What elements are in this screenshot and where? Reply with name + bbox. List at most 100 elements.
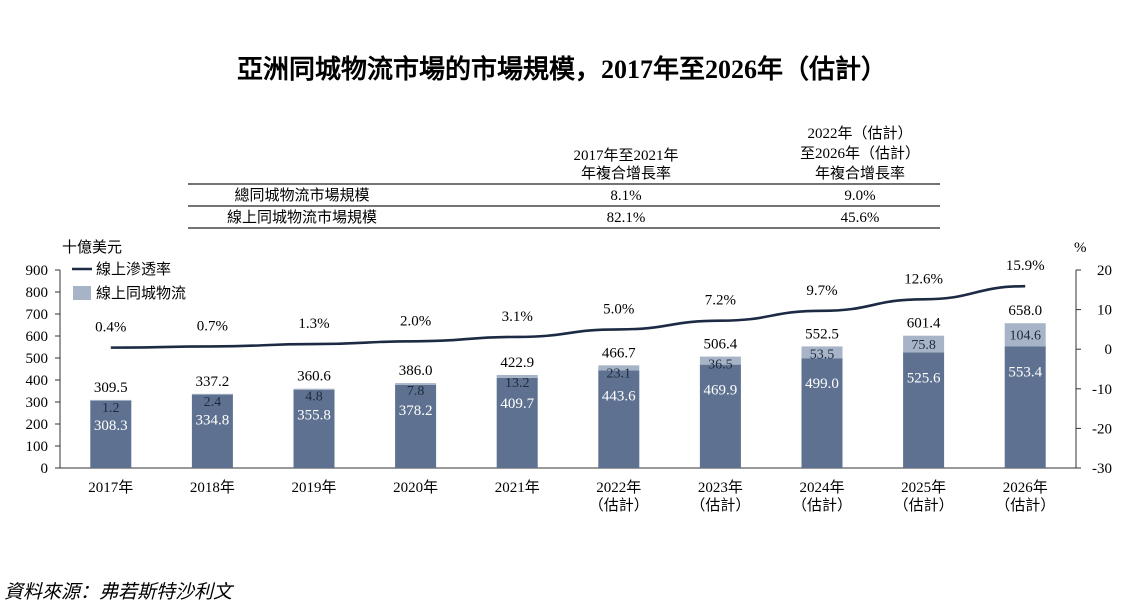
offline-value-label: 334.8 xyxy=(196,412,230,428)
x-tick-label-year: 2020年 xyxy=(393,479,438,496)
bar-offline-segment xyxy=(293,389,335,468)
bar-offline-segment xyxy=(699,364,741,468)
x-tick-label-year: 2022年 xyxy=(596,479,641,496)
cagr-header-2-line-2: 至2026年（估計） xyxy=(800,145,920,162)
right-tick-label: -30 xyxy=(1092,461,1112,477)
total-value-label: 658.0 xyxy=(1008,303,1042,319)
online-value-label: 75.8 xyxy=(911,338,936,353)
cagr-header-2-line-3: 年複合增長率 xyxy=(815,165,905,182)
cagr-row-1-label: 總同城物流市場規模 xyxy=(234,186,369,204)
right-tick-label: -10 xyxy=(1092,382,1112,398)
online-value-label: 36.5 xyxy=(708,358,733,373)
bar-offline-segment xyxy=(598,370,640,468)
online-value-label: 7.8 xyxy=(407,384,425,399)
offline-value-label: 443.6 xyxy=(602,388,636,404)
bar-labels: 308.3 1.2 309.5 334.8 2.4 337.2 355.8 4.8 360.6 3… xyxy=(94,303,1043,434)
online-value-label: 13.2 xyxy=(505,376,530,391)
total-value-label: 360.6 xyxy=(297,369,331,385)
penetration-value-label: 9.7% xyxy=(806,283,837,299)
offline-value-label: 378.2 xyxy=(399,403,433,419)
right-axis-ticks: -30 -20 -10 0 10 20 xyxy=(1076,263,1112,477)
left-tick-label: 800 xyxy=(26,285,49,301)
x-tick-label-note: （估計） xyxy=(995,497,1055,514)
right-tick-label: 20 xyxy=(1097,263,1112,279)
cagr-row-2-label: 線上同城物流市場規模 xyxy=(227,209,377,226)
x-axis-labels: 2017年 2018年 2019年 2020年 2021年 2022年（估計）2023年（… xyxy=(88,479,1055,514)
offline-value-label: 553.4 xyxy=(1008,364,1042,380)
penetration-line xyxy=(110,284,1026,349)
bar-online-segment xyxy=(1004,323,1046,347)
total-value-label: 506.4 xyxy=(704,337,738,353)
online-value-label: 4.8 xyxy=(305,390,323,405)
bar-offline-segment xyxy=(90,400,132,468)
source-note: 資料來源：弗若斯特沙利文 xyxy=(4,581,235,603)
right-tick-label: 10 xyxy=(1097,303,1112,319)
left-tick-label: 100 xyxy=(26,439,49,455)
legend: 線上滲透率 線上同城物流 xyxy=(72,261,186,302)
bar-offline-segment xyxy=(1004,346,1046,468)
offline-value-label: 525.6 xyxy=(907,370,941,386)
left-tick-label: 500 xyxy=(26,351,49,367)
bar-online-segment xyxy=(496,374,538,378)
total-value-label: 422.9 xyxy=(500,355,534,371)
bar-online-segment xyxy=(90,399,132,401)
total-value-label: 337.2 xyxy=(196,374,230,390)
legend-line-label: 線上滲透率 xyxy=(96,261,171,278)
offline-value-label: 469.9 xyxy=(704,383,738,399)
chart-title: 亞洲同城物流市場的市場規模，2017年至2026年（估計） xyxy=(237,54,887,84)
cagr-header-1-line-2: 年複合增長率 xyxy=(581,165,671,182)
total-value-label: 386.0 xyxy=(399,363,433,379)
bar-online-segment xyxy=(598,365,640,371)
online-value-label: 53.5 xyxy=(810,347,835,362)
x-tick-label-year: 2017年 xyxy=(88,479,133,496)
x-tick-label-year: 2023年 xyxy=(698,479,743,496)
online-value-label: 23.1 xyxy=(607,366,632,381)
right-tick-label: -20 xyxy=(1092,421,1112,437)
online-value-label: 2.4 xyxy=(204,395,222,410)
right-tick-label: 0 xyxy=(1105,342,1113,358)
bar-online-segment xyxy=(191,393,233,395)
offline-value-label: 409.7 xyxy=(500,396,534,412)
penetration-value-label: 3.1% xyxy=(502,309,533,325)
left-tick-label: 200 xyxy=(26,417,49,433)
penetration-value-label: 5.0% xyxy=(603,301,634,317)
penetration-value-label: 0.7% xyxy=(197,318,228,334)
bar-offline-segment xyxy=(395,384,437,468)
cagr-table: 2017年至2021年 年複合增長率 2022年（估計） 至2026年（估計） … xyxy=(188,125,940,229)
online-value-label: 104.6 xyxy=(1009,329,1041,344)
cagr-header-1-line-1: 2017年至2021年 xyxy=(573,147,678,164)
x-tick-label-year: 2026年 xyxy=(1003,479,1048,496)
left-tick-label: 0 xyxy=(41,461,49,477)
cagr-header-2-line-1: 2022年（估計） xyxy=(807,125,912,142)
penetration-value-label: 1.3% xyxy=(298,316,329,332)
bars xyxy=(90,323,1046,468)
left-axis-ticks: 0 100 200 300 400 500 600 700 800 900 xyxy=(26,263,60,477)
x-tick-label-year: 2021年 xyxy=(495,479,540,496)
offline-value-label: 499.0 xyxy=(805,376,839,392)
penetration-value-label: 7.2% xyxy=(705,293,736,309)
left-axis-unit: 十億美元 xyxy=(62,239,122,256)
penetration-value-label: 15.9% xyxy=(1006,258,1045,274)
legend-bar-swatch xyxy=(73,286,91,300)
cagr-row-2-value-1: 82.1% xyxy=(607,210,646,226)
left-tick-label: 700 xyxy=(26,307,49,323)
x-tick-label-note: （估計） xyxy=(894,497,954,514)
penetration-value-label: 2.0% xyxy=(400,313,431,329)
offline-value-label: 355.8 xyxy=(297,408,331,424)
penetration-line-series: 0.4% 0.7% 1.3% 2.0% 3.1% 5.0% 7.2% 9.7% 12.6% 15.… xyxy=(95,258,1045,349)
x-tick-label-note: （估計） xyxy=(792,497,852,514)
right-axis-unit: % xyxy=(1074,240,1087,256)
x-tick-label-note: （估計） xyxy=(589,497,649,514)
x-tick-label-note: （估計） xyxy=(690,497,750,514)
x-tick-label-year: 2018年 xyxy=(190,479,235,496)
total-value-label: 601.4 xyxy=(907,316,941,332)
offline-value-label: 308.3 xyxy=(94,418,128,434)
cagr-row-1-value-1: 8.1% xyxy=(610,188,641,204)
bar-online-segment xyxy=(801,346,843,359)
bar-offline-segment xyxy=(191,394,233,468)
bar-online-segment xyxy=(395,383,437,385)
bar-online-segment xyxy=(699,356,741,365)
total-value-label: 309.5 xyxy=(94,380,128,396)
total-value-label: 552.5 xyxy=(805,326,839,342)
